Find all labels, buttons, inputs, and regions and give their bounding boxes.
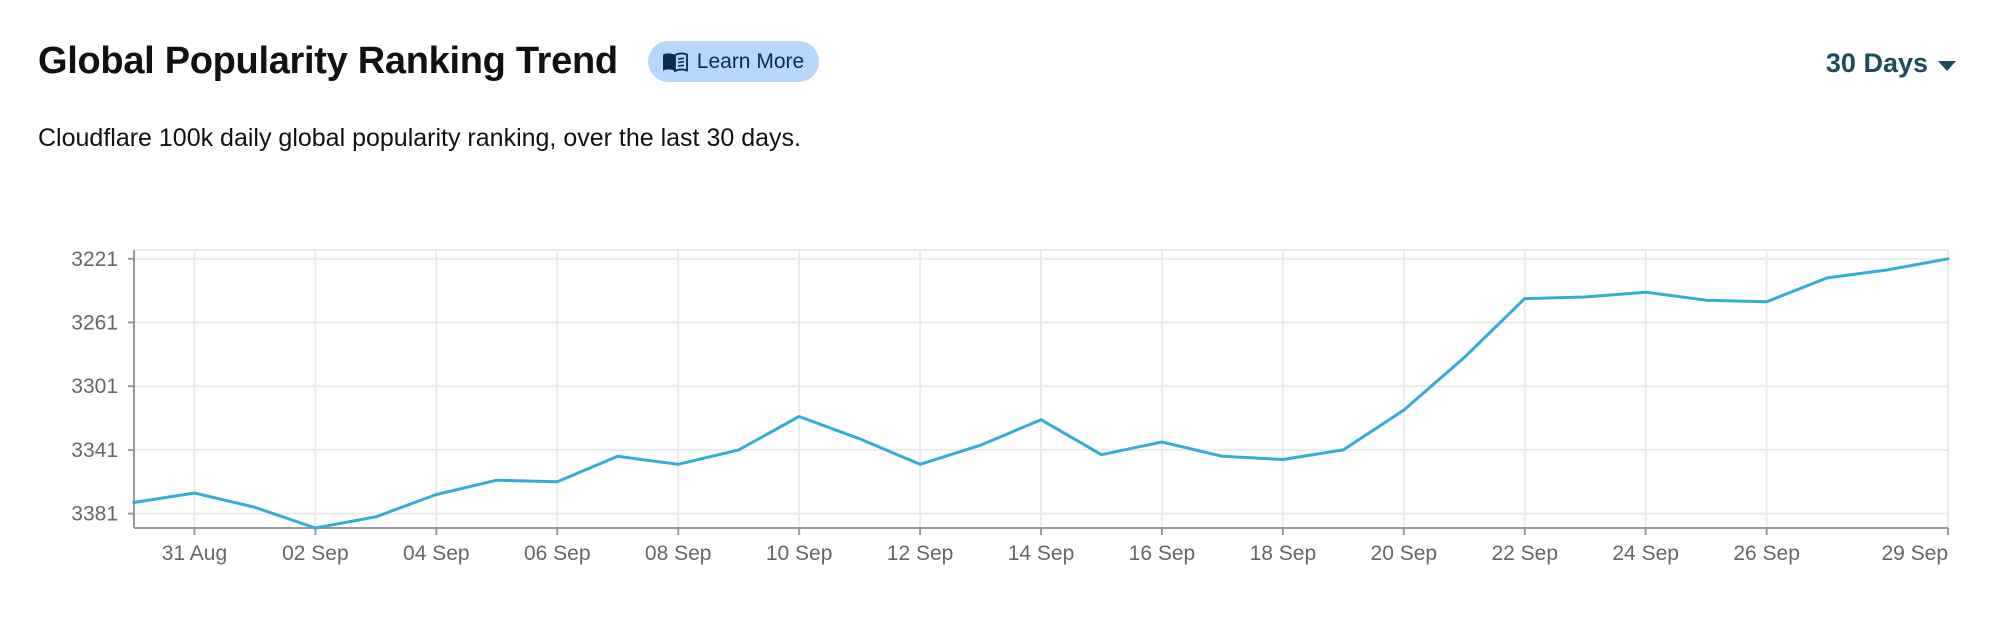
x-tick-label: 16 Sep [1129, 542, 1196, 565]
y-tick-label: 3221 [71, 248, 118, 271]
x-tick-label: 14 Sep [1008, 542, 1075, 565]
chart-title: Global Popularity Ranking Trend [38, 40, 618, 82]
y-tick-label: 3301 [71, 375, 118, 398]
x-tick-label: 29 Sep [1881, 542, 1948, 565]
x-tick-label: 20 Sep [1371, 542, 1438, 565]
book-icon [662, 52, 688, 72]
x-tick-label: 22 Sep [1491, 542, 1558, 565]
x-tick-label: 26 Sep [1733, 542, 1800, 565]
x-tick-label: 12 Sep [887, 542, 954, 565]
series-line-ranking [132, 257, 1950, 530]
time-range-label: 30 Days [1825, 48, 1928, 78]
chart-subtitle: Cloudflare 100k daily global popularity … [38, 124, 801, 152]
x-tick-label: 24 Sep [1612, 542, 1679, 565]
y-tick-label: 3381 [71, 503, 118, 526]
learn-more-label: Learn More [696, 49, 805, 73]
x-tick-label: 04 Sep [403, 542, 470, 565]
x-tick-label: 10 Sep [766, 542, 833, 565]
caret-down-icon [1938, 48, 1956, 79]
panel-header: Global Popularity Ranking Trend Learn Mo… [38, 40, 820, 83]
tick-labels: 3221 3261 3301 3341 3381 31 Aug 02 Sep 04 Sep 06… [71, 248, 1948, 565]
time-range-dropdown[interactable]: 30 Days [1826, 48, 1956, 79]
learn-more-button[interactable]: Learn More [647, 41, 820, 82]
grid-lines [134, 249, 1949, 528]
x-tick-label: 08 Sep [645, 542, 712, 565]
x-tick-label: 06 Sep [524, 542, 591, 565]
y-tick-label: 3261 [71, 311, 118, 334]
x-tick-label: 18 Sep [1250, 542, 1317, 565]
x-tick-label: 02 Sep [282, 542, 349, 565]
y-tick-label: 3341 [71, 439, 118, 462]
x-tick-label: 31 Aug [162, 542, 227, 565]
chart-axes [128, 250, 1949, 535]
series-layer [132, 257, 1950, 530]
